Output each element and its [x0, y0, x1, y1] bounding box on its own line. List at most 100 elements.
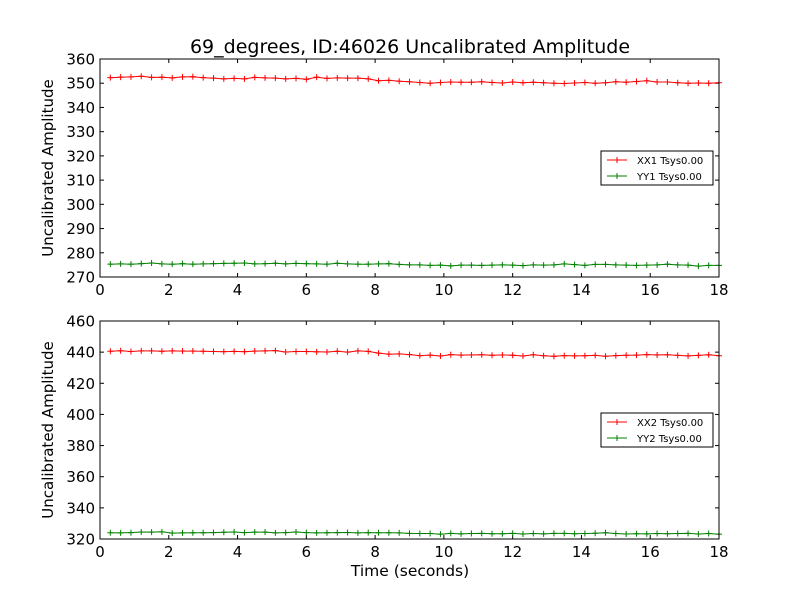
data-point — [107, 529, 114, 536]
data-point — [158, 260, 165, 267]
data-point — [303, 76, 310, 83]
data-point — [344, 529, 351, 536]
data-point — [571, 261, 578, 268]
data-point — [437, 79, 444, 86]
data-point — [354, 75, 361, 82]
data-point — [478, 78, 485, 85]
data-point — [200, 348, 207, 355]
data-point — [251, 260, 258, 267]
data-point — [561, 80, 568, 87]
data-point — [695, 263, 702, 270]
data-point — [685, 80, 692, 87]
data-point — [468, 351, 475, 358]
data-point — [107, 261, 114, 268]
data-point — [550, 80, 557, 87]
x-tick-label: 14 — [572, 281, 591, 299]
x-tick-label: 16 — [641, 281, 660, 299]
y-tick-label: 420 — [66, 375, 95, 393]
data-point — [458, 262, 465, 269]
data-point — [416, 79, 423, 86]
data-point — [674, 352, 681, 359]
data-point — [169, 347, 176, 354]
data-point — [169, 74, 176, 81]
data-point — [354, 347, 361, 354]
x-tick-label: 10 — [434, 543, 453, 561]
data-point — [633, 530, 640, 537]
data-point — [643, 351, 650, 358]
data-point — [334, 348, 341, 355]
data-point — [592, 261, 599, 268]
data-point — [396, 350, 403, 357]
data-point — [530, 351, 537, 358]
data-point — [499, 261, 506, 268]
y-tick-label: 280 — [66, 244, 95, 262]
data-point — [189, 348, 196, 355]
data-point — [138, 260, 145, 267]
legend-marker — [614, 157, 620, 163]
data-point — [447, 79, 454, 86]
data-point — [210, 75, 217, 82]
data-point — [251, 348, 258, 355]
data-point — [468, 530, 475, 537]
data-point — [458, 79, 465, 86]
chart-panel-1: 270 280 290 300 310 320 330 340 350 360 0 2 4 6 8 10 12 1… — [39, 51, 729, 300]
data-point — [705, 351, 712, 358]
data-point — [406, 78, 413, 85]
data-point — [509, 79, 516, 86]
y-tick-label: 440 — [66, 344, 95, 362]
data-point — [530, 79, 537, 86]
data-point — [396, 529, 403, 536]
data-point — [478, 530, 485, 537]
data-point — [581, 262, 588, 269]
x-tick-label: 2 — [164, 543, 174, 561]
data-point — [313, 529, 320, 536]
data-point — [674, 261, 681, 268]
data-point — [705, 80, 712, 87]
data-point — [427, 352, 434, 359]
data-point — [323, 348, 330, 355]
data-point — [272, 347, 279, 354]
data-point — [550, 353, 557, 360]
data-point — [313, 260, 320, 267]
chart-panel-2: 320 340 360 380 400 420 440 460 0 2 4 6 8 10 12 14 16 18 U… — [39, 313, 729, 562]
data-point — [633, 352, 640, 359]
data-point — [158, 528, 165, 535]
x-tick-label: 16 — [641, 543, 660, 561]
legend: XX1 Tsys0.00 YY1 Tsys0.00 — [600, 150, 714, 186]
data-point — [643, 77, 650, 84]
data-point — [581, 530, 588, 537]
data-point — [220, 75, 227, 82]
data-point — [489, 79, 496, 86]
data-point — [612, 78, 619, 85]
data-point — [602, 353, 609, 360]
data-point — [489, 530, 496, 537]
data-point — [303, 529, 310, 536]
x-tick-label: 2 — [164, 281, 174, 299]
data-point — [654, 530, 661, 537]
plot-frame — [99, 320, 720, 540]
data-point — [592, 80, 599, 87]
legend-label: YY1 Tsys0.00 — [636, 172, 702, 183]
data-point — [127, 348, 134, 355]
y-tick-label: 360 — [66, 468, 95, 486]
y-tick-label: 460 — [66, 313, 95, 331]
data-point — [654, 79, 661, 86]
data-point — [695, 352, 702, 359]
data-point — [550, 530, 557, 537]
data-point — [375, 77, 382, 84]
data-point — [138, 528, 145, 535]
data-point — [231, 528, 238, 535]
data-point — [478, 262, 485, 269]
x-tick-label: 12 — [503, 543, 522, 561]
data-point — [179, 260, 186, 267]
data-point — [468, 79, 475, 86]
x-tick-label: 6 — [302, 281, 312, 299]
data-point — [354, 261, 361, 268]
data-point — [365, 75, 372, 82]
data-point — [241, 259, 248, 266]
data-point — [344, 75, 351, 82]
data-point — [437, 262, 444, 269]
data-point — [323, 75, 330, 82]
data-point — [406, 530, 413, 537]
data-point — [138, 347, 145, 354]
